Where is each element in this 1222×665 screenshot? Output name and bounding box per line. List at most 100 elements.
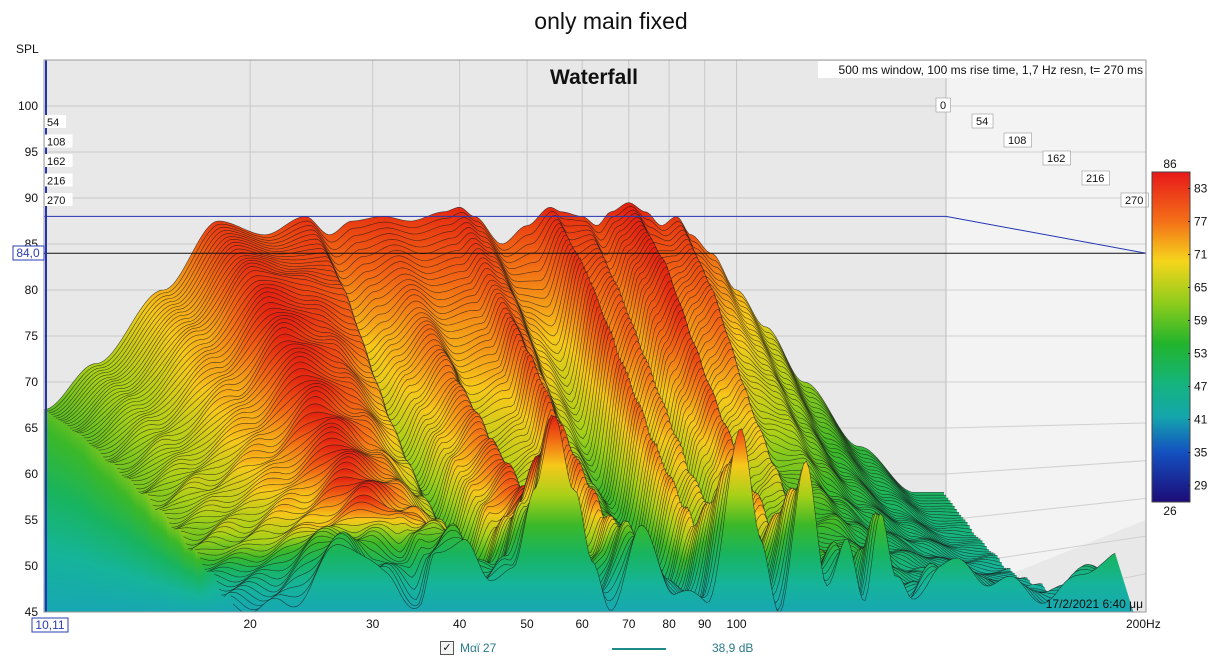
y-tick-label: 55 (25, 513, 39, 527)
time-label-left: 162 (47, 156, 65, 168)
y-axis-label: SPL (16, 42, 39, 56)
time-label-right: 270 (1125, 195, 1143, 207)
colorbar-tick-label: 71 (1194, 248, 1208, 262)
legend-row: ✓ Μαϊ 27 38,9 dB (440, 641, 860, 661)
timestamp: 17/2/2021 6:40 μμ (1046, 597, 1143, 611)
colorbar-tick-label: 35 (1194, 446, 1208, 460)
waterfall-slice-line (44, 202, 944, 493)
y-tick-label: 65 (25, 421, 39, 435)
waterfall-slice-line (51, 213, 951, 502)
time-label-left: 54 (47, 117, 59, 129)
time-label-box (45, 173, 73, 187)
cursor-blue-line (44, 215, 1147, 254)
waterfall-slice-line (58, 224, 957, 510)
x-tick-label: 30 (366, 617, 380, 631)
waterfall-slice-line (93, 291, 989, 550)
depth-side-panel (946, 60, 1146, 600)
info-text: 500 ms window, 100 ms rise time, 1,7 Hz … (839, 63, 1143, 77)
waterfall-slice-line (55, 220, 955, 507)
waterfall-slice-line (60, 228, 959, 513)
y-tick-label: 95 (25, 145, 39, 159)
waterfall-slice-line (110, 322, 1004, 567)
colorbar-top-label: 86 (1163, 157, 1177, 171)
time-label-left: 108 (47, 137, 65, 149)
cursor-lines (14, 60, 1147, 612)
info-box (818, 61, 1145, 78)
waterfall-slice-line (72, 246, 970, 528)
colorbar-bottom-label: 26 (1163, 504, 1177, 518)
grid-line-depth (945, 460, 1147, 475)
y-tick-label: 100 (18, 99, 38, 113)
y-tick-label: 80 (25, 283, 39, 297)
series-name: Μαϊ 27 (460, 641, 497, 655)
y-tick-label: 90 (25, 191, 39, 205)
waterfall-slice-line (53, 216, 953, 505)
waterfall-slice-line (95, 296, 992, 553)
waterfall-slice-line (67, 238, 966, 522)
colorbar-tick-label: 59 (1194, 314, 1208, 328)
waterfall-slice-line (81, 260, 979, 539)
x-start-box[interactable] (31, 617, 69, 633)
waterfall-slice-line (84, 266, 981, 541)
x-tick-label: 90 (698, 617, 712, 631)
waterfall-slice-line (79, 257, 977, 537)
colorbar-tick-label: 53 (1194, 347, 1208, 361)
chart-title: Waterfall (550, 66, 638, 89)
time-label-box (1003, 132, 1032, 148)
waterfall-slice-line (232, 415, 1116, 612)
cursor-value-box[interactable] (12, 245, 45, 261)
waterfall-slice-line (77, 254, 974, 534)
x-tick-label: 50 (520, 617, 534, 631)
series-line-swatch (612, 648, 666, 650)
waterfall-slice-fill (233, 415, 1134, 612)
waterfall-slice-line (69, 242, 968, 525)
waterfall-surface (44, 202, 1134, 612)
plot-frame (43, 59, 1147, 613)
waterfall-slice-line (62, 231, 962, 516)
series-level: 38,9 dB (712, 641, 754, 655)
time-label-right: 0 (940, 100, 946, 112)
waterfall-slice-line (46, 205, 947, 496)
waterfall-slice-line (74, 251, 972, 530)
cursor-value-label: 84,0 (16, 246, 40, 260)
time-label-box (1042, 150, 1071, 166)
time-label-box (935, 97, 951, 113)
grid-line-depth (945, 497, 1147, 521)
colorbar-tick-label: 41 (1194, 413, 1208, 427)
time-label-box (1081, 170, 1110, 186)
waterfall-slice-line (86, 272, 983, 543)
colorbar (1151, 171, 1191, 503)
time-label-box (1120, 192, 1149, 208)
y-tick-label: 60 (25, 467, 39, 481)
x-tick-label: 70 (622, 617, 636, 631)
page-title: only main fixed (534, 8, 688, 34)
colorbar-ticks: 83 77 71 65 59 53 47 41 35 29 (1188, 182, 1208, 493)
y-tick-label: 45 (25, 605, 39, 619)
time-label-box (971, 113, 994, 129)
colorbar-tick-label: 47 (1194, 380, 1208, 394)
time-label-left: 216 (47, 176, 65, 188)
colorbar-tick-label: 29 (1194, 479, 1208, 493)
grid-line-depth (945, 422, 1147, 429)
x-tick-label: 80 (662, 617, 676, 631)
x-unit-label: 200Hz (1126, 617, 1161, 631)
y-tick-label: 70 (25, 375, 39, 389)
time-label-box (45, 134, 73, 148)
time-label-left: 270 (47, 195, 65, 207)
x-tick-label: 100 (727, 617, 747, 631)
time-label-right: 216 (1086, 173, 1104, 185)
time-label-box (45, 154, 73, 167)
time-label-box (45, 115, 66, 128)
time-label-box (45, 193, 73, 206)
waterfall-slice-line (88, 280, 985, 545)
colorbar-tick-label: 83 (1194, 182, 1208, 196)
colorbar-tick-label: 65 (1194, 281, 1208, 295)
x-tick-label: 40 (453, 617, 467, 631)
waterfall-slice-line (91, 286, 987, 547)
y-tick-label: 50 (25, 559, 39, 573)
series-checkbox[interactable]: ✓ (440, 641, 454, 655)
waterfall-slice-line (48, 209, 949, 499)
waterfall-slice-line (65, 234, 964, 519)
